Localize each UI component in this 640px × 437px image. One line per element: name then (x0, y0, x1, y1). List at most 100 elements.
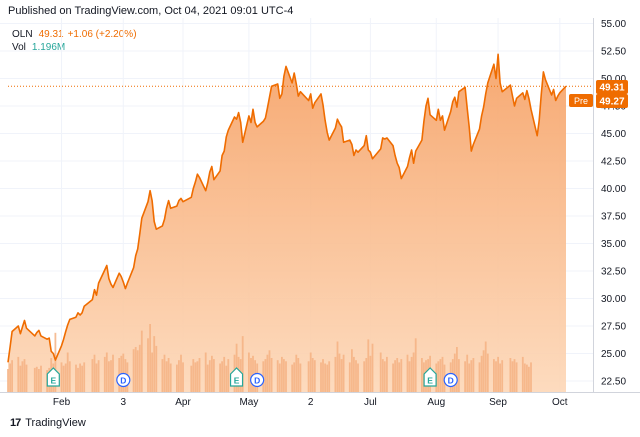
volume-bar (196, 361, 199, 392)
volume-bar (138, 344, 141, 392)
volume-bar (270, 358, 273, 392)
x-tick-label: Feb (53, 397, 71, 408)
volume-bar (266, 354, 269, 392)
legend-vol-value: 1.196M (31, 42, 66, 53)
volume-bar (320, 362, 322, 392)
volume-bar (17, 356, 20, 392)
volume-bar (66, 352, 69, 392)
volume-bar (528, 366, 530, 392)
volume-bar (406, 354, 409, 392)
volume-bar (194, 362, 197, 392)
dividend-marker[interactable]: D (443, 372, 458, 388)
volume-bar (9, 363, 11, 392)
earnings-marker[interactable]: E (423, 367, 437, 387)
event-label: E (427, 376, 433, 386)
volume-bar (219, 363, 221, 392)
time-axis[interactable]: Feb 3 Apr May 2 Jul Aug Sep Oct (53, 397, 568, 408)
y-tick-label: 37.50 (601, 212, 626, 223)
earnings-marker[interactable]: E (229, 367, 244, 387)
volume-bar (526, 364, 528, 392)
x-tick-label: Apr (175, 397, 191, 408)
volume-bar (392, 363, 394, 392)
volume-bar (523, 363, 526, 392)
volume-bar (400, 359, 403, 392)
y-tick-label: 42.50 (601, 157, 626, 168)
volume-bar (79, 363, 81, 392)
x-tick-label: May (239, 397, 258, 408)
legend-vol-label[interactable]: Vol (12, 42, 26, 53)
y-tick-label: 30.00 (601, 294, 626, 305)
x-tick-label: Oct (552, 397, 568, 408)
volume-bar (495, 361, 497, 392)
volume-bar (225, 365, 228, 392)
volume-bar (182, 362, 184, 392)
volume-bar (23, 359, 26, 392)
volume-bar (140, 330, 143, 392)
volume-bar (97, 360, 100, 392)
volume-bar (208, 360, 211, 392)
volume-bar (77, 367, 79, 392)
premarket-tag: Pre (574, 96, 588, 106)
volume-bar (213, 359, 215, 392)
y-tick-label: 22.50 (601, 377, 626, 388)
volume-bar (328, 361, 331, 392)
volume-bar (192, 359, 195, 392)
dividend-marker[interactable]: D (250, 372, 265, 388)
tradingview-logo-icon: 17 (10, 417, 21, 429)
published-caption: Published on TradingView.com, Oct 04, 20… (8, 5, 294, 17)
volume-bar (493, 359, 495, 392)
volume-bar (75, 364, 77, 392)
x-tick-label: Aug (427, 397, 445, 408)
dividend-icon (443, 372, 458, 388)
volume-bar (206, 364, 209, 392)
volume-bar (326, 364, 329, 392)
premarket-badge: Pre 49.27 (569, 94, 628, 108)
volume-bar (19, 365, 22, 392)
price-axis[interactable]: 22.50 25.00 27.50 30.00 32.50 35.00 37.50 40.00… (601, 19, 626, 388)
footer-brand[interactable]: TradingView (25, 417, 86, 429)
volume-bar (151, 352, 153, 392)
volume-bar (93, 354, 96, 392)
legend-volume-row: Vol 1.196M (12, 41, 141, 54)
volume-bar (309, 352, 312, 392)
volume-bar (486, 353, 489, 392)
volume-bar (464, 361, 466, 392)
volume-bar (190, 365, 193, 392)
volume-bar (441, 356, 444, 392)
volume-bar (278, 363, 281, 392)
volume-bar (484, 341, 487, 392)
volume-bar (248, 352, 250, 392)
volume-bar (134, 347, 137, 392)
volume-bar (421, 358, 423, 392)
volume-bar (371, 343, 374, 392)
volume-bar (105, 352, 108, 392)
earnings-marker[interactable]: E (46, 367, 60, 387)
legend-symbol[interactable]: OLN (12, 29, 33, 40)
volume-bar (530, 362, 532, 392)
y-tick-label: 35.00 (601, 239, 626, 250)
volume-bar (11, 360, 13, 392)
volume-bar (355, 360, 357, 392)
volume-bar (38, 369, 40, 392)
volume-bar (336, 341, 339, 392)
dividend-marker[interactable]: D (116, 372, 131, 388)
volume-bar (342, 354, 345, 392)
volume-bar (470, 360, 473, 392)
volume-bar (54, 332, 57, 392)
volume-bar (497, 356, 499, 392)
volume-bar (165, 361, 168, 392)
volume-bar (281, 356, 283, 392)
volume-bar (264, 359, 267, 392)
volume-bar (513, 359, 516, 392)
volume-bar (25, 364, 28, 392)
volume-bar (33, 367, 36, 392)
y-tick-label: 25.00 (601, 349, 626, 360)
volume-bar (68, 361, 71, 392)
volume-bar (357, 363, 359, 392)
volume-bar (412, 352, 415, 392)
volume-bar (7, 369, 9, 392)
volume-bar (221, 361, 223, 392)
earnings-icon (229, 367, 244, 387)
volume-bar (379, 352, 382, 392)
